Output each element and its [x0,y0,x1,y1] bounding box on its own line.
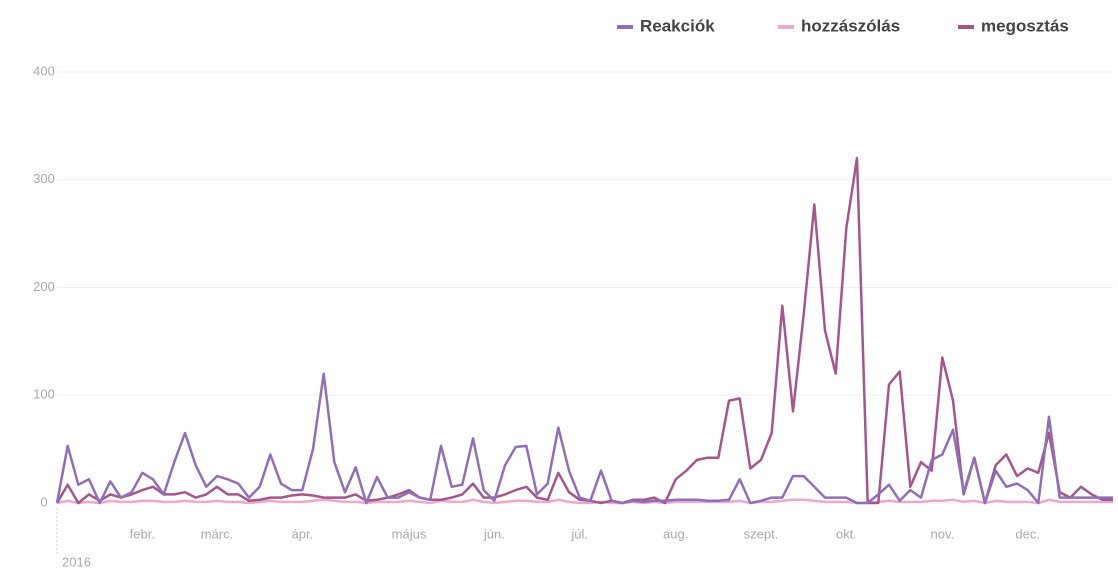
x-tick-label: május [392,526,427,541]
legend-label: hozzászólás [801,16,900,35]
series-line [55,372,1113,505]
y-tick-label: 100 [33,387,55,402]
y-tick-label: 200 [33,279,55,294]
legend-label: megosztás [981,16,1069,35]
y-tick-label: 0 [40,494,47,509]
x-tick-label: márc. [201,526,234,541]
x-tick-label: júl. [570,526,588,541]
legend-label: Reakciók [640,16,715,35]
series-line [55,156,1113,505]
x-tick-label: ápr. [291,526,313,541]
x-tick-label: febr. [130,526,155,541]
x-tick-label: szept. [744,526,779,541]
x-tick-label: okt. [836,526,857,541]
x-tick-label: nov. [931,526,955,541]
x-tick-label: jún. [483,526,505,541]
y-tick-label: 300 [33,171,55,186]
x-tick-label: aug. [663,526,688,541]
y-tick-label: 400 [33,63,55,78]
series-line [56,498,1113,505]
x-tick-label: 2016 [62,554,91,569]
x-tick-label: dec. [1015,526,1040,541]
